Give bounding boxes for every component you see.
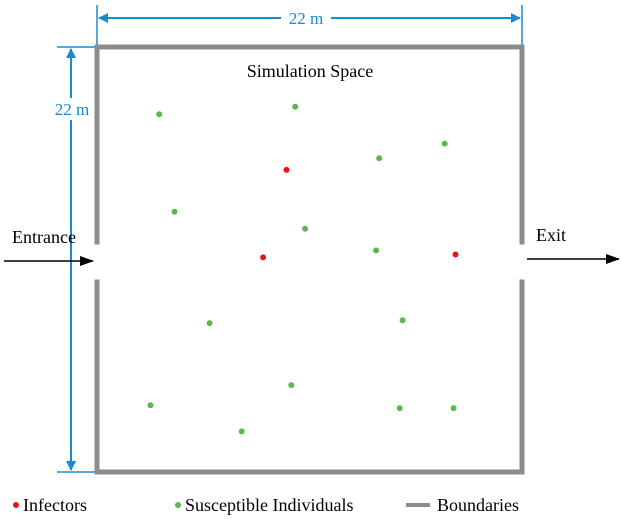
boundary-upper [94,44,525,245]
legend-infector-marker [13,502,19,508]
diagram-title: Simulation Space [247,61,373,81]
boundaries [94,44,525,475]
susceptible-dot [156,111,163,118]
legend-susceptible-label: Susceptible Individuals [185,495,353,515]
height-label-bg [50,98,92,120]
susceptible-dot [399,317,406,324]
height-dimension: 22 m [50,46,96,473]
infector-dot [283,166,290,173]
susceptible-dot [302,225,309,232]
susceptible-dot [206,320,213,327]
infector-dot [260,254,267,261]
susceptible-dot [376,155,383,162]
susceptible-dot [288,382,295,389]
width-dimension: 22 m [96,5,523,46]
legend-susceptible-marker [175,502,181,508]
individuals [147,103,459,435]
entrance-label: Entrance [12,227,76,247]
susceptible-dot [373,247,380,254]
exit-label: Exit [536,225,566,245]
susceptible-dot [292,103,299,110]
susceptible-dot [238,428,245,435]
susceptible-dot [396,405,403,412]
boundary-lower [94,279,525,475]
susceptible-dot [171,208,178,215]
height-label: 22 m [55,100,89,119]
legend-infectors-label: Infectors [23,495,87,515]
susceptible-dot [147,402,154,409]
susceptible-dot [441,140,448,147]
width-label: 22 m [289,9,323,28]
infector-dot [452,251,459,258]
legend: Infectors Susceptible Individuals Bounda… [13,495,519,515]
susceptible-dot [450,405,457,412]
legend-boundaries-label: Boundaries [437,495,519,515]
